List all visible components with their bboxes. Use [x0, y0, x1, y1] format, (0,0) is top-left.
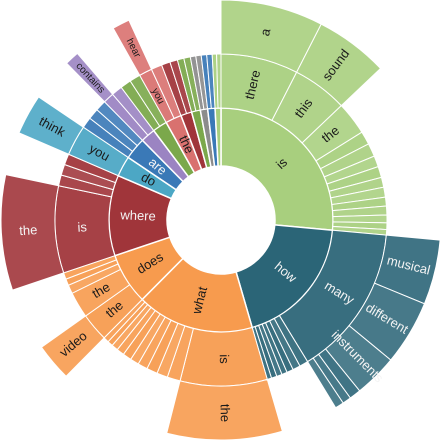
segment-what-32-is-33-the-34: [166, 378, 283, 440]
segment-what-32-is-33-the-34-label: the: [218, 404, 233, 422]
segment-where-52-is-53-the-54-label: the: [19, 222, 38, 238]
segment-what-32-is-33-label: is: [217, 354, 232, 364]
segment-where-52-is-53-the-54: [0, 174, 65, 291]
segment-is-0-this-3-sound-4: [295, 23, 382, 107]
segment-unlabeled-65-unlabeled-66-contains-67-label: contains: [73, 61, 106, 96]
segment-where-52-label: where: [119, 207, 156, 224]
segment-do-58-label: do: [139, 169, 159, 189]
segment-where-52-is-53-label: is: [77, 219, 88, 235]
segment-the-72-label: the: [176, 133, 197, 156]
segment-is-0-there-1-a-2-label: a: [257, 26, 273, 37]
segment-unlabeled-88-unlabeled-90: [216, 53, 222, 109]
segment-what-32-label: what: [189, 285, 211, 317]
segment-is-0-there-1-label: there: [242, 68, 264, 100]
